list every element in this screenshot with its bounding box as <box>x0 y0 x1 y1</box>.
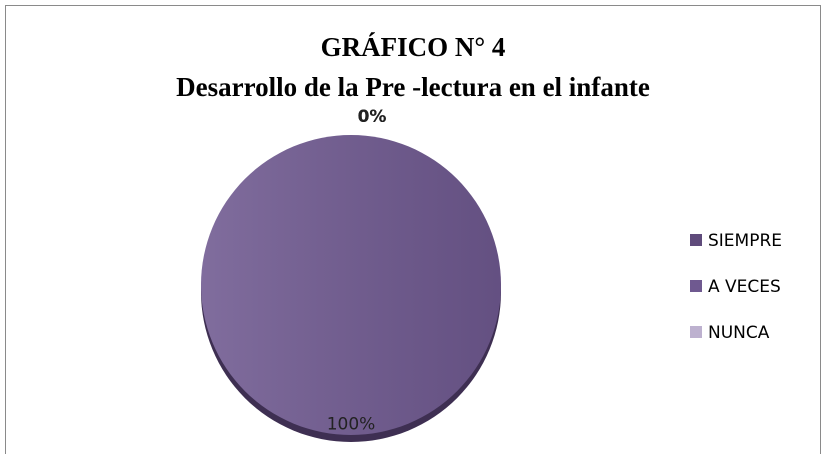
legend-label: A VECES <box>708 277 781 297</box>
legend-swatch <box>690 280 702 292</box>
legend-label: SIEMPRE <box>708 231 782 251</box>
chart-subtitle: Desarrollo de la Pre -lectura en el infa… <box>176 72 650 102</box>
legend-swatch <box>690 234 702 246</box>
legend-swatch <box>690 326 702 338</box>
data-label: 100% <box>327 415 376 435</box>
chart-title: GRÁFICO N° 4 <box>321 32 506 62</box>
data-label: 0% <box>358 107 387 127</box>
legend-label: NUNCA <box>708 323 770 343</box>
data-label: 0% <box>358 107 387 127</box>
pie-slice <box>201 135 501 435</box>
